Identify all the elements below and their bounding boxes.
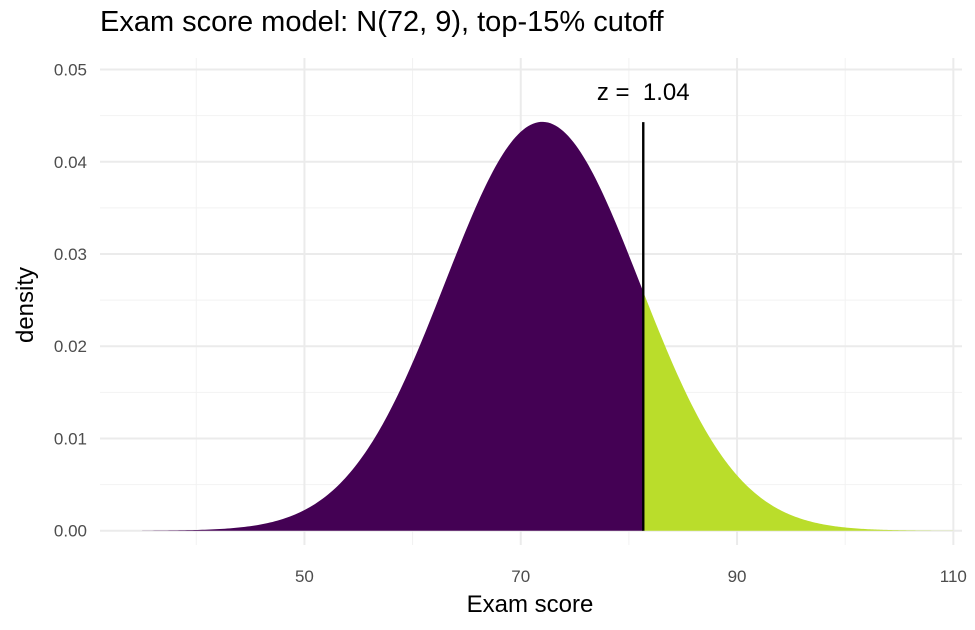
x-tick-label: 50: [295, 567, 314, 586]
y-axis-ticks: 0.00 0.01 0.02 0.03 0.04 0.05: [54, 61, 87, 541]
y-tick-label: 0.00: [54, 522, 87, 541]
x-axis-title: Exam score: [467, 591, 594, 618]
density-areas: [142, 121, 954, 531]
y-tick-label: 0.04: [54, 153, 87, 172]
area-below-cutoff: [142, 121, 644, 531]
z-score-label: z = 1.04: [597, 79, 690, 106]
y-axis-title: density: [12, 267, 39, 343]
area-above-cutoff: [643, 291, 954, 531]
cutoff-marker: z = 1.04: [597, 79, 690, 531]
y-tick-label: 0.03: [54, 245, 87, 264]
x-axis-ticks: 50 70 90 110: [295, 567, 967, 586]
chart-title: Exam score model: N(72, 9), top-15% cuto…: [100, 6, 664, 38]
y-tick-label: 0.05: [54, 61, 87, 80]
x-tick-label: 90: [728, 567, 747, 586]
x-tick-label: 70: [511, 567, 530, 586]
y-tick-label: 0.01: [54, 429, 87, 448]
y-tick-label: 0.02: [54, 337, 87, 356]
x-tick-label: 110: [940, 567, 967, 586]
